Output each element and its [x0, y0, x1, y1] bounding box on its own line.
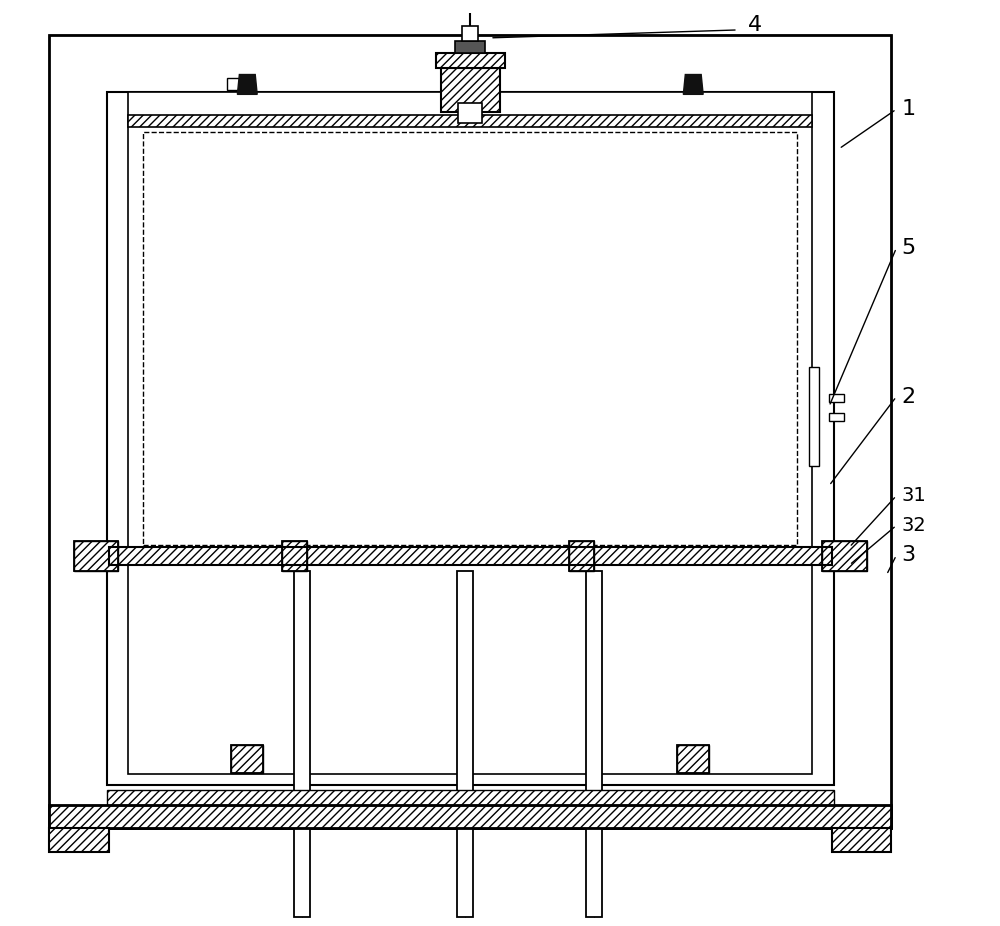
- Bar: [143, 132, 797, 545]
- Bar: [436, 53, 505, 68]
- Bar: [457, 571, 473, 917]
- Bar: [231, 745, 263, 773]
- Bar: [49, 35, 891, 93]
- Bar: [809, 367, 819, 466]
- Bar: [74, 542, 118, 571]
- Bar: [822, 542, 867, 571]
- Bar: [441, 68, 500, 112]
- Text: 2: 2: [901, 386, 915, 407]
- Bar: [49, 93, 107, 784]
- Polygon shape: [683, 74, 703, 94]
- Bar: [829, 413, 844, 421]
- Bar: [49, 784, 891, 828]
- Bar: [569, 542, 594, 571]
- Bar: [128, 93, 812, 774]
- Bar: [586, 571, 602, 917]
- Bar: [834, 93, 891, 784]
- Bar: [128, 115, 812, 127]
- Text: 31: 31: [901, 486, 926, 506]
- Text: 5: 5: [901, 238, 916, 258]
- Bar: [436, 53, 505, 68]
- Bar: [462, 26, 478, 41]
- Bar: [282, 542, 307, 571]
- Bar: [455, 41, 485, 53]
- Bar: [107, 790, 834, 805]
- Bar: [677, 745, 709, 773]
- Text: 4: 4: [748, 15, 762, 35]
- Bar: [49, 828, 109, 853]
- Bar: [231, 745, 263, 773]
- Bar: [49, 805, 891, 828]
- Bar: [569, 542, 594, 571]
- Bar: [441, 68, 500, 112]
- Text: 3: 3: [901, 545, 915, 565]
- Bar: [832, 828, 891, 853]
- Bar: [49, 35, 891, 828]
- Bar: [294, 571, 310, 917]
- Bar: [822, 542, 867, 571]
- Bar: [74, 542, 118, 571]
- Bar: [677, 745, 709, 773]
- Bar: [832, 828, 891, 853]
- Bar: [49, 805, 891, 828]
- Polygon shape: [237, 74, 257, 94]
- Bar: [829, 394, 844, 402]
- Bar: [107, 93, 834, 784]
- Bar: [227, 79, 252, 91]
- Bar: [458, 104, 482, 123]
- Bar: [282, 542, 307, 571]
- Bar: [49, 828, 109, 853]
- Text: 32: 32: [901, 516, 926, 535]
- Text: 1: 1: [901, 99, 915, 119]
- Bar: [109, 547, 832, 565]
- Bar: [109, 547, 832, 565]
